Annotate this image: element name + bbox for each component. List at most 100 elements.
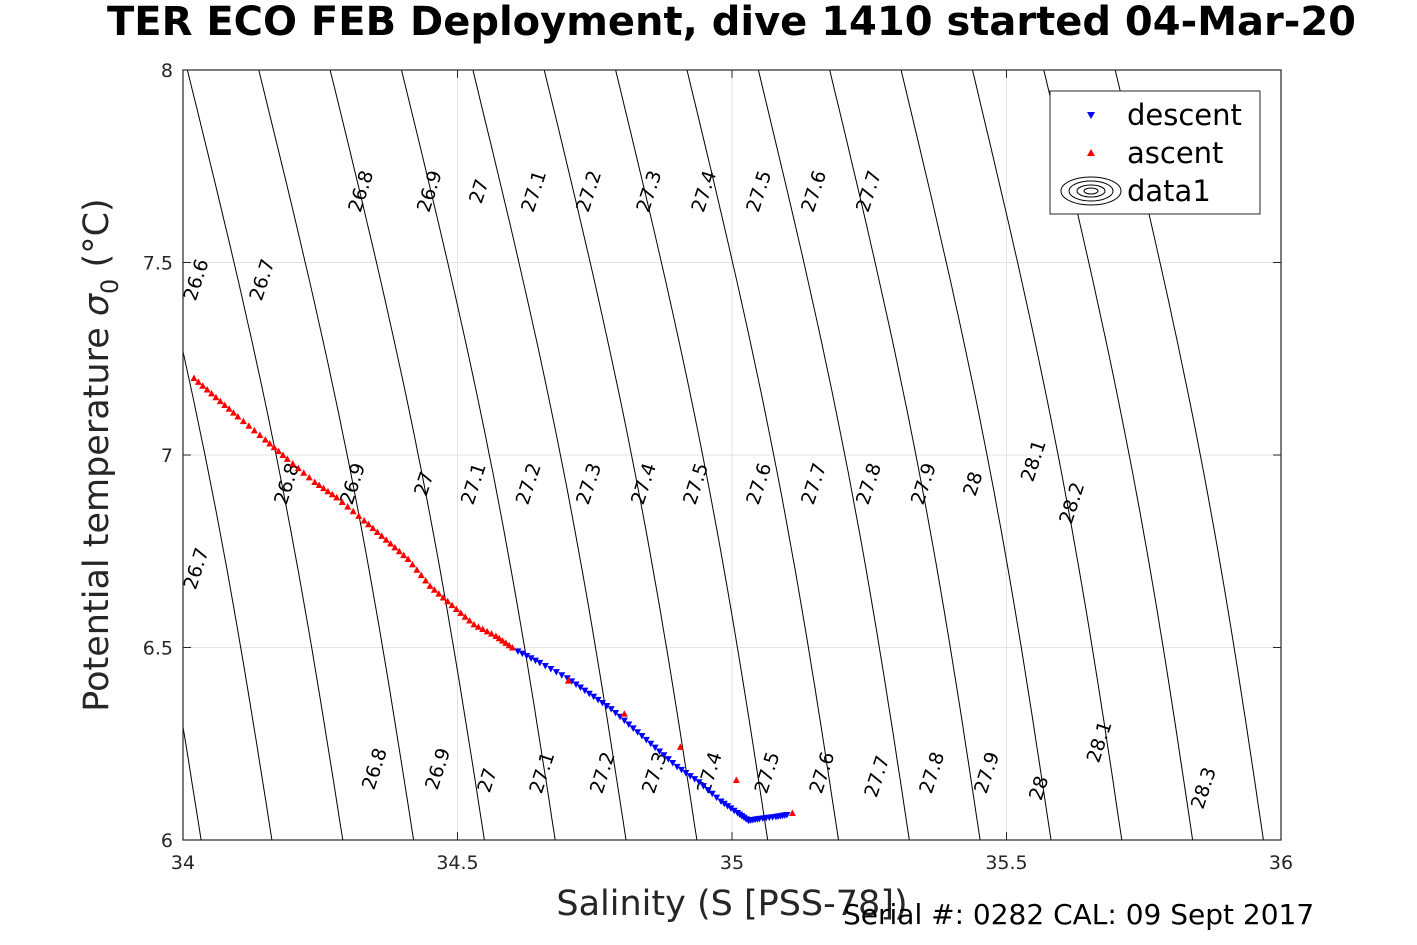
legend-contour-icon — [1068, 180, 1114, 202]
x-tick-label: 35.5 — [985, 852, 1027, 874]
descent-marker — [699, 783, 707, 790]
legend-contour-icon — [1060, 176, 1122, 206]
contour-label: 28.2 — [1055, 480, 1089, 527]
ascent-marker — [479, 625, 487, 633]
ascent-marker — [508, 644, 516, 651]
ascent-marker — [230, 409, 238, 416]
descent-marker — [514, 648, 522, 655]
descent-marker — [634, 729, 642, 736]
ascent-marker — [387, 540, 395, 547]
ascent-marker — [466, 617, 474, 624]
descent-marker — [727, 805, 735, 812]
descent-marker — [563, 675, 571, 682]
contour-label: 27.2 — [512, 460, 546, 507]
descent-marker — [581, 687, 589, 695]
ascent-marker — [430, 586, 438, 593]
ascent-marker — [208, 389, 216, 397]
contour-line — [0, 70, 60, 840]
descent-marker — [673, 763, 681, 771]
descent-marker — [518, 650, 526, 658]
contour-label: 27 — [473, 765, 501, 795]
ascent-marker — [461, 613, 469, 620]
descent-marker — [642, 736, 650, 744]
ascent-marker — [338, 498, 346, 505]
contour-line — [972, 70, 1123, 840]
ascent-marker — [216, 397, 224, 405]
data-points — [190, 374, 796, 825]
descent-marker — [625, 721, 633, 728]
ascent-marker — [349, 507, 357, 515]
y-tick-label: 7.5 — [143, 253, 173, 275]
contour-label: 26.7 — [179, 545, 213, 592]
descent-marker — [552, 669, 560, 676]
ascent-marker — [417, 571, 425, 579]
ascent-marker — [373, 528, 381, 535]
ascent-marker — [448, 601, 456, 609]
ascent-marker — [311, 478, 319, 485]
descent-marker — [720, 800, 728, 808]
contour-label: 28.3 — [1187, 765, 1221, 812]
contour-label: 27.7 — [797, 460, 831, 507]
descent-marker — [612, 709, 620, 717]
x-tick-label: 36 — [1269, 852, 1293, 874]
ascent-marker — [300, 469, 308, 476]
legend-label-ascent: ascent — [1127, 136, 1223, 170]
contour-label: 27.6 — [797, 168, 831, 215]
descent-marker — [708, 790, 716, 798]
x-tick-label: 34 — [171, 852, 195, 874]
ascent-marker — [250, 426, 258, 434]
ascent-marker — [328, 490, 336, 498]
ascent-marker — [564, 677, 572, 684]
legend-contour-icon — [1076, 184, 1106, 198]
contour-label: 26.7 — [245, 256, 279, 303]
ascent-marker — [261, 436, 269, 443]
legend-box — [1049, 90, 1261, 215]
contour-line — [183, 723, 202, 840]
descent-marker — [704, 786, 712, 794]
ascent-marker — [369, 524, 377, 532]
ascent-marker — [483, 627, 491, 635]
y-tick-label: 6.5 — [143, 638, 173, 660]
ascent-marker — [355, 512, 363, 519]
descent-marker — [590, 693, 598, 701]
descent-marker — [695, 779, 703, 786]
descent-marker — [713, 794, 721, 802]
contour-label: 27.3 — [572, 460, 606, 507]
ascent-marker — [305, 473, 313, 481]
contour-label: 27.9 — [970, 749, 1004, 796]
ascent-marker — [203, 386, 211, 393]
contour-line — [900, 70, 1052, 840]
ascent-marker — [212, 393, 220, 401]
contour-label: 26.9 — [336, 460, 370, 507]
contour-label: 28 — [1025, 773, 1053, 803]
contour-label: 27.6 — [742, 460, 776, 507]
contour-line — [258, 70, 415, 840]
contour-label: 28 — [959, 469, 987, 499]
contour-label: 27.2 — [586, 749, 620, 796]
contour-label: 27.7 — [852, 168, 886, 215]
legend-label-data1: data1 — [1127, 174, 1211, 208]
ascent-marker — [333, 493, 341, 501]
legend-ascent-marker — [1087, 149, 1095, 156]
descent-marker — [603, 703, 611, 710]
descent-marker — [717, 798, 725, 805]
contour-label: 27.5 — [742, 168, 776, 215]
ascent-marker — [378, 532, 386, 539]
ascent-marker — [391, 543, 399, 551]
descent-marker — [572, 681, 580, 688]
ascent-marker — [289, 459, 297, 467]
ascent-marker — [270, 443, 278, 451]
contour-label: 27.1 — [457, 460, 491, 507]
ascent-marker — [488, 630, 496, 637]
ascent-marker — [422, 577, 430, 584]
contour-label: 26.6 — [179, 256, 213, 303]
ascent-marker — [495, 634, 503, 642]
ascent-marker — [194, 378, 202, 385]
descent-marker — [607, 706, 615, 713]
ascent-marker — [199, 382, 207, 389]
contour-label: 27.1 — [525, 749, 559, 796]
ascent-marker — [457, 609, 465, 616]
serial-cal-note: Serial #: 0282 CAL: 09 Sept 2017 — [843, 898, 1315, 931]
contour-label: 28.1 — [1017, 437, 1051, 484]
